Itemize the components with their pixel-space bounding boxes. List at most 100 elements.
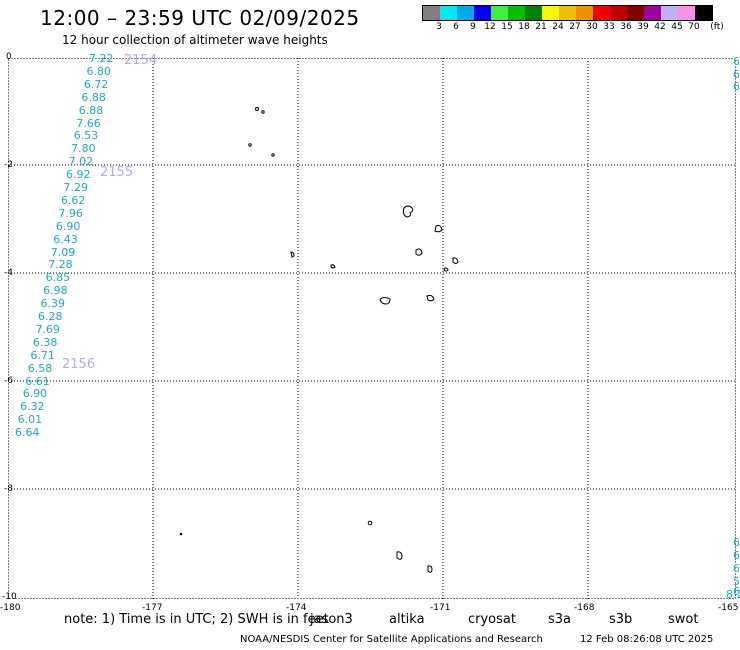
islands: [179, 107, 459, 573]
pass-label: 2156: [62, 357, 96, 372]
wave-height-value: 6.88: [81, 90, 106, 104]
edge-value: 5: [733, 575, 740, 588]
plot-frame: [8, 58, 736, 599]
colorbar-label: 6: [453, 22, 459, 32]
y-tick: -10: [2, 592, 17, 602]
wave-height-value: 7.69: [35, 322, 60, 336]
colorbar-swatch: [525, 6, 542, 20]
edge-value: 6: [733, 68, 740, 81]
wave-height-value: 6.90: [22, 387, 48, 401]
x-tick: -177: [142, 603, 163, 613]
colorbar-label: 42: [654, 22, 666, 32]
wave-height-value: 6.64: [15, 426, 40, 440]
colorbar-swatch: [474, 6, 491, 20]
edge-value: 6: [733, 562, 740, 575]
colorbar-swatch: [661, 6, 678, 20]
wave-height-value: 6.92: [66, 168, 91, 182]
colorbar-swatch: [542, 6, 559, 20]
wave-height-value: 6.53: [73, 129, 99, 143]
edge-value: 6: [733, 549, 740, 562]
x-tick: -174: [286, 603, 307, 613]
wave-height-value: 7.80: [71, 142, 96, 156]
credit-line: NOAA/NESDIS Center for Satellite Applica…: [240, 634, 543, 645]
y-tick: 0: [6, 52, 12, 62]
colorbar-swatch: [695, 6, 712, 20]
colorbar-label: 70: [688, 22, 700, 32]
wave-height-value: 6.39: [40, 297, 66, 311]
colorbar-label: 21: [535, 22, 547, 32]
colorbar-label: 36: [620, 22, 632, 32]
mission-s3a: s3a: [548, 612, 572, 627]
wave-height-value: 6.58: [27, 361, 53, 375]
mission-altika: altika: [389, 612, 425, 627]
wave-height-value: 6.62: [60, 193, 86, 207]
wave-height-value: 6.71: [30, 348, 55, 362]
wave-height-value: 7.09: [50, 245, 76, 259]
map-plot-area[interactable]: [8, 58, 736, 599]
mission-s3b: s3b: [609, 612, 633, 627]
x-tick: -165: [718, 603, 739, 613]
wave-height-value: 7.22: [89, 52, 114, 65]
wave-height-value: 7.28: [48, 258, 73, 272]
wave-height-value: 6.38: [32, 335, 58, 349]
footer-note: note: 1) Time is in UTC; 2) SWH is in fe…: [64, 612, 329, 627]
wave-height-value: 7.66: [76, 116, 101, 130]
wave-height-value: 6.32: [20, 400, 45, 414]
mission-cryosat: cryosat: [468, 612, 516, 627]
edge-value: 6: [733, 55, 740, 68]
colorbar-swatch: [644, 6, 661, 20]
wave-height-value: 6.01: [17, 413, 43, 427]
map-subtitle: 12 hour collection of altimeter wave hei…: [62, 33, 328, 47]
edge-value: 6: [733, 585, 740, 598]
wave-height-value: 6.43: [53, 232, 78, 246]
x-tick: -168: [574, 603, 595, 613]
colorbar-swatch: [559, 6, 576, 20]
colorbar-label: 9: [470, 22, 476, 32]
wave-height-value: 6.98: [43, 284, 68, 298]
mission-jason3: jason3: [310, 612, 353, 627]
colorbar-swatch: [508, 6, 525, 20]
colorbar-label: 12: [484, 22, 496, 32]
colorbar-label: (ft): [710, 22, 724, 32]
colorbar-swatch: [440, 6, 457, 20]
wave-height-value: 6.80: [86, 64, 111, 78]
wave-height-value: 6.85: [45, 271, 71, 285]
colorbar-swatch: [627, 6, 644, 20]
map-canvas: [8, 58, 736, 599]
colorbar-label: 18: [518, 22, 530, 32]
colorbar-swatch: [678, 6, 695, 20]
wave-height-value: 7.96: [58, 206, 83, 220]
pass-label: 2154: [124, 53, 158, 68]
mission-swot: swot: [668, 612, 699, 627]
wave-height-value: 6.90: [55, 219, 81, 233]
colorbar-swatch: [576, 6, 593, 20]
colorbar-label: 27: [569, 22, 581, 32]
wave-height-value: 6.88: [78, 103, 104, 117]
colorbar-swatch: [593, 6, 610, 20]
colorbar-labels: 3 6 9 12 15 18 21 24 27 30 33 36 39 42 45 70 (ft): [422, 22, 724, 34]
colorbar-swatch: [610, 6, 627, 20]
wave-height-value: 7.02: [68, 155, 94, 169]
colorbar-label: 24: [552, 22, 564, 32]
edge-value: 6: [733, 80, 740, 93]
graticule: [8, 58, 736, 599]
wave-height-value: 6.28: [38, 310, 63, 323]
pass-label: 2155: [100, 165, 134, 180]
colorbar-label: 15: [501, 22, 513, 32]
edge-value: 6: [733, 536, 740, 549]
colorbar-swatch: [423, 6, 440, 20]
colorbar-swatch: [491, 6, 508, 20]
x-tick: -171: [430, 603, 451, 613]
colorbar-swatch: [457, 6, 474, 20]
wave-height-value: 7.29: [63, 181, 89, 194]
wave-height-colorbar: [422, 5, 713, 21]
x-tick: -180: [0, 603, 21, 613]
edge-value: 8.2: [726, 588, 740, 601]
colorbar-label: 30: [586, 22, 598, 32]
colorbar-label: 33: [603, 22, 615, 32]
wave-height-value: 6.72: [83, 77, 109, 91]
generation-timestamp: 12 Feb 08:26:08 UTC 2025: [580, 634, 714, 645]
colorbar-label: 3: [436, 22, 442, 32]
map-title: 12:00 – 23:59 UTC 02/09/2025: [40, 6, 360, 30]
colorbar-label: 39: [637, 22, 649, 32]
